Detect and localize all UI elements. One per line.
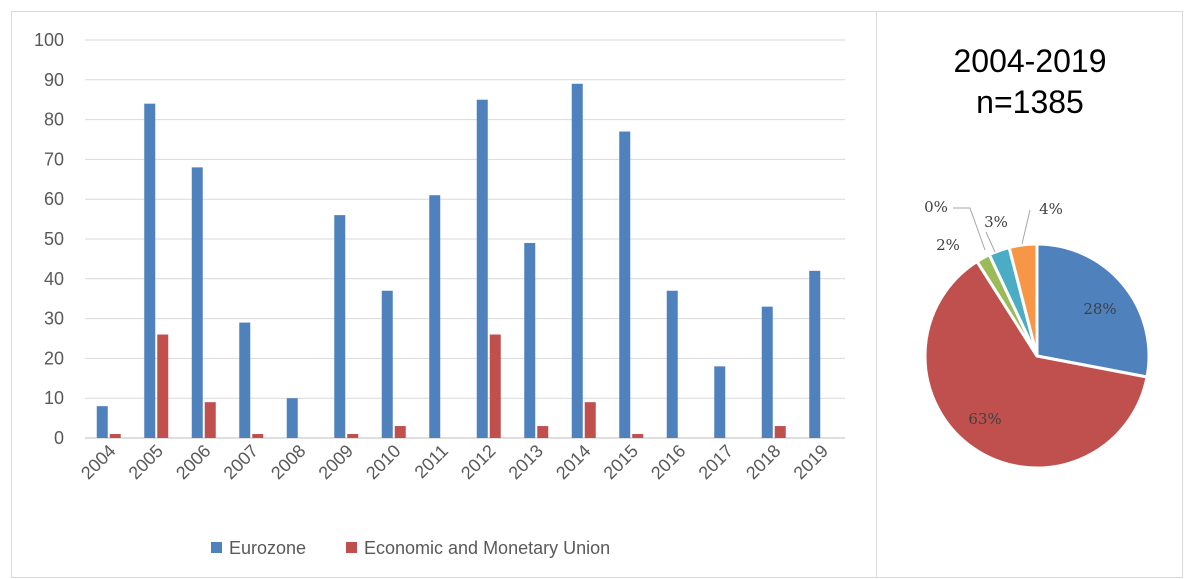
y-tick-label: 50 bbox=[44, 229, 64, 249]
pie-slice bbox=[1007, 242, 1039, 357]
legend-swatch bbox=[211, 542, 222, 553]
legend-swatch bbox=[346, 542, 357, 553]
pie-slice bbox=[923, 259, 1149, 470]
bar-emu bbox=[774, 426, 786, 438]
pie-data-label: 63% bbox=[968, 410, 1001, 428]
y-tick-label: 0 bbox=[54, 428, 64, 448]
y-tick-label: 90 bbox=[44, 70, 64, 90]
pie-title-line-2: n=1385 bbox=[976, 84, 1084, 120]
pie-data-label: 0% bbox=[924, 198, 948, 216]
y-tick-label: 80 bbox=[44, 110, 64, 130]
bar-emu bbox=[252, 434, 264, 438]
bar-emu bbox=[537, 426, 549, 438]
bar-emu bbox=[632, 434, 644, 438]
bar-eurozone bbox=[476, 99, 488, 438]
bar-emu bbox=[109, 434, 121, 438]
pie-data-label: 4% bbox=[1039, 200, 1063, 218]
bar-eurozone bbox=[619, 131, 631, 439]
bar-emu bbox=[347, 434, 359, 438]
legend-label: Economic and Monetary Union bbox=[364, 538, 610, 558]
y-tick-label: 60 bbox=[44, 189, 64, 209]
bar-emu bbox=[489, 334, 501, 438]
y-tick-label: 40 bbox=[44, 269, 64, 289]
bar-eurozone bbox=[714, 366, 726, 438]
pie-leader-line bbox=[953, 207, 986, 251]
bar-eurozone bbox=[524, 242, 536, 438]
bar-emu bbox=[157, 334, 169, 438]
legend-label: Eurozone bbox=[229, 538, 306, 558]
pie-leader-line bbox=[1021, 209, 1031, 245]
bar-emu bbox=[204, 402, 216, 438]
y-tick-label: 70 bbox=[44, 149, 64, 169]
y-tick-label: 30 bbox=[44, 309, 64, 329]
pie-data-label: 2% bbox=[936, 236, 960, 254]
y-tick-label: 100 bbox=[34, 30, 64, 50]
bar-eurozone bbox=[666, 290, 678, 438]
panel-divider bbox=[876, 11, 877, 578]
pie-title-line-1: 2004-2019 bbox=[953, 43, 1106, 79]
chart-frame bbox=[11, 11, 1183, 578]
y-tick-label: 10 bbox=[44, 388, 64, 408]
bar-eurozone bbox=[96, 406, 108, 438]
bar-emu bbox=[584, 402, 596, 438]
pie-leader-line bbox=[985, 231, 996, 253]
bar-eurozone bbox=[144, 103, 156, 439]
bar-eurozone bbox=[334, 215, 346, 438]
bar-eurozone bbox=[429, 195, 441, 438]
bar-eurozone bbox=[571, 83, 583, 438]
bar-eurozone bbox=[761, 306, 773, 438]
bar-eurozone bbox=[809, 270, 821, 438]
pie-data-label: 3% bbox=[984, 213, 1008, 231]
pie-slice bbox=[1035, 242, 1151, 379]
bar-eurozone bbox=[191, 167, 203, 439]
pie-data-label: 28% bbox=[1083, 300, 1116, 318]
bar-eurozone bbox=[381, 290, 393, 438]
bar-eurozone bbox=[286, 398, 298, 438]
y-tick-label: 20 bbox=[44, 348, 64, 368]
bar-eurozone bbox=[239, 322, 251, 438]
bar-emu bbox=[394, 426, 406, 438]
